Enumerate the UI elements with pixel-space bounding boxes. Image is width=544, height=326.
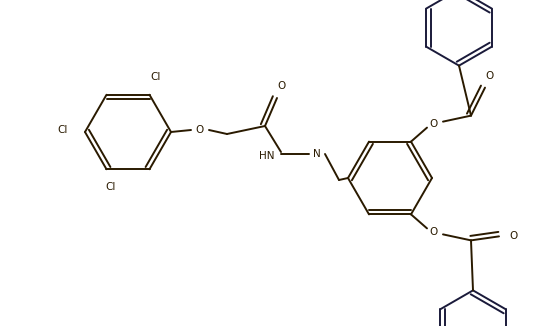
Text: HN: HN — [259, 151, 275, 161]
Text: Cl: Cl — [150, 72, 160, 82]
Text: O: O — [277, 81, 285, 91]
Text: N: N — [313, 149, 321, 159]
Text: O: O — [429, 227, 437, 237]
Text: Cl: Cl — [106, 182, 116, 192]
Text: O: O — [509, 231, 517, 241]
Text: O: O — [195, 125, 203, 135]
Text: O: O — [485, 71, 493, 81]
Text: Cl: Cl — [58, 125, 68, 135]
Text: O: O — [429, 119, 437, 129]
